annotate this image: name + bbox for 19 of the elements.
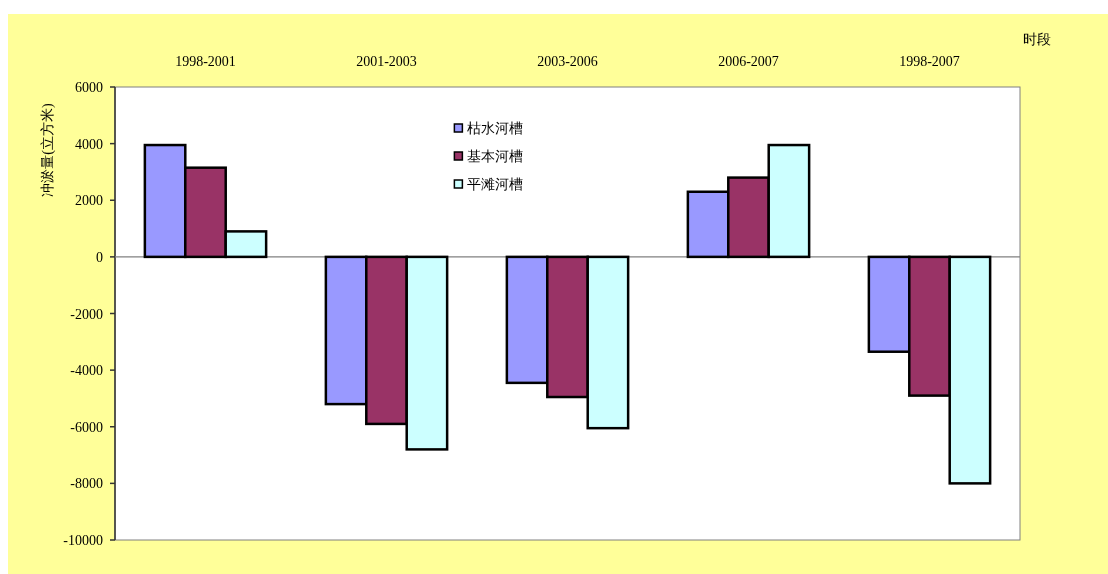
legend-label: 基本河槽 [467,149,524,164]
y-tick-label: -8000 [70,476,103,492]
x-tick-label: 2006-2007 [718,54,779,69]
y-tick-label: 4000 [75,136,103,152]
legend-label: 枯水河槽 [467,121,524,136]
x-tick-label: 2003-2006 [537,54,598,69]
x-tick-label: 1998-2001 [175,54,236,69]
y-tick-label: -4000 [70,363,103,379]
x-tick-label: 2001-2003 [356,54,417,69]
x-tick-label: 1998-2007 [899,54,960,69]
x-axis-title: 时段 [1023,32,1051,47]
y-axis-title: 冲淤量(立方米) [40,103,56,197]
y-tick-label: -10000 [63,533,103,548]
legend-label: 平滩河槽 [467,177,524,192]
y-tick-label: 2000 [75,193,103,209]
y-tick-label: 0 [96,249,103,265]
y-tick-label: -2000 [70,306,103,322]
y-tick-label: 6000 [75,80,103,95]
y-tick-label: -6000 [70,419,103,435]
